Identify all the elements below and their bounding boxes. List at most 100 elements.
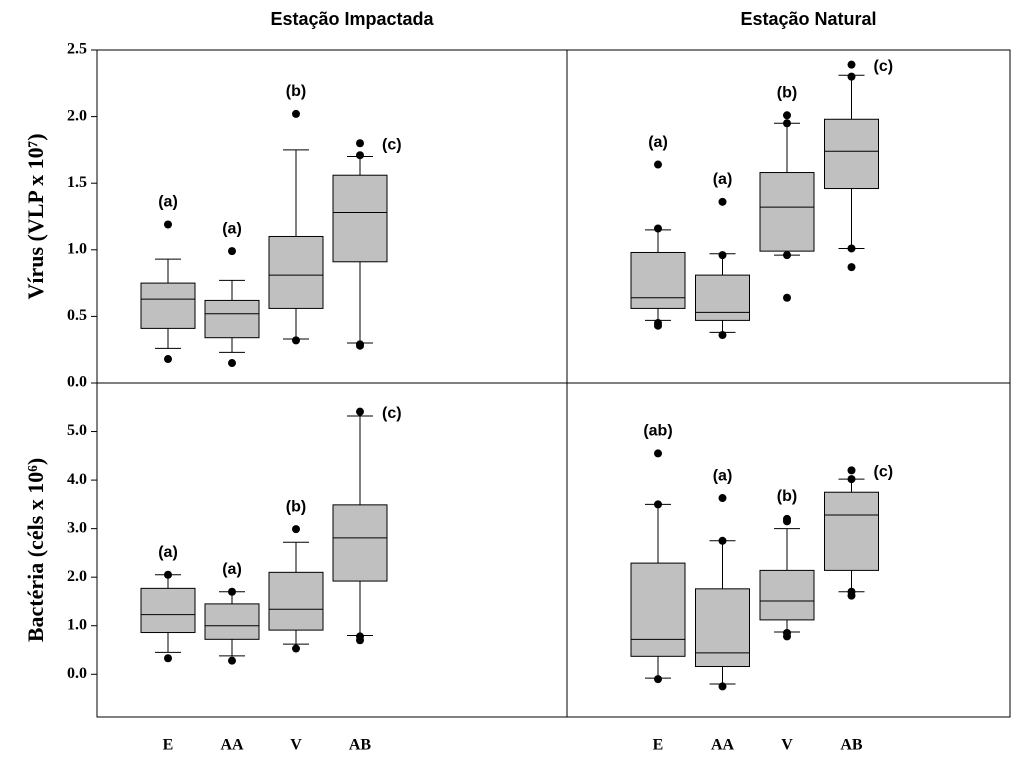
outlier xyxy=(292,525,300,534)
outlier xyxy=(654,160,662,169)
group-letter: (c) xyxy=(874,464,894,481)
outlier xyxy=(228,359,236,368)
panel-frame xyxy=(566,382,1011,718)
outlier xyxy=(783,119,791,128)
box xyxy=(332,174,388,263)
y-tick-label: 2.0 xyxy=(67,568,87,585)
outlier xyxy=(718,331,727,340)
outlier xyxy=(783,293,791,302)
outlier xyxy=(164,355,172,364)
outlier xyxy=(654,321,662,330)
group-letter: (b) xyxy=(286,498,306,515)
outlier xyxy=(228,656,236,665)
box xyxy=(824,491,879,571)
y-tick-label: 0.0 xyxy=(67,665,87,682)
group-letter: (a) xyxy=(713,467,733,484)
box xyxy=(759,569,815,621)
box xyxy=(140,587,196,634)
box xyxy=(824,118,879,190)
outlier xyxy=(228,247,236,256)
box xyxy=(695,588,750,668)
outlier xyxy=(654,449,662,458)
y-tick-label: 2.0 xyxy=(67,107,87,124)
y-tick-label: 0.5 xyxy=(67,307,87,324)
outlier xyxy=(718,251,727,260)
outlier xyxy=(847,466,856,475)
outlier xyxy=(847,244,856,253)
outlier xyxy=(783,251,791,260)
group-letter: (a) xyxy=(222,561,242,578)
x-tick-label: V xyxy=(290,737,302,754)
y-tick-label: 4.0 xyxy=(67,471,87,488)
outlier xyxy=(164,570,172,579)
group-letter: (b) xyxy=(286,83,306,100)
y-axis-label: Vírus (VLP x 10⁷) xyxy=(23,133,48,299)
outlier xyxy=(164,654,172,663)
outlier xyxy=(356,636,364,645)
box xyxy=(759,172,815,252)
y-tick-label: 3.0 xyxy=(67,519,87,536)
outlier xyxy=(292,644,300,653)
y-axis-label: Bactéria (céls x 10⁶) xyxy=(23,458,48,642)
outlier xyxy=(847,263,856,272)
outlier xyxy=(292,336,300,345)
outlier xyxy=(783,111,791,120)
box xyxy=(268,571,324,631)
outlier xyxy=(783,517,791,526)
group-letter: (b) xyxy=(777,84,797,101)
panel-title: Estação Impactada xyxy=(270,9,434,29)
y-tick-label: 1.0 xyxy=(67,616,87,633)
group-letter: (a) xyxy=(222,220,242,237)
x-tick-label: V xyxy=(781,737,793,754)
panel-title: Estação Natural xyxy=(740,9,876,29)
box xyxy=(630,251,686,309)
y-tick-label: 1.5 xyxy=(67,174,87,191)
x-tick-label: E xyxy=(653,737,664,754)
group-letter: (a) xyxy=(158,194,178,211)
group-letter: (a) xyxy=(713,171,733,188)
outlier xyxy=(847,72,856,81)
outlier xyxy=(654,224,662,233)
group-letter: (a) xyxy=(648,134,668,151)
box xyxy=(204,603,260,640)
y-tick-label: 5.0 xyxy=(67,422,87,439)
outlier xyxy=(654,500,662,509)
outlier xyxy=(783,632,791,641)
outlier xyxy=(718,494,727,503)
outlier xyxy=(718,536,727,545)
group-letter: (b) xyxy=(777,488,797,505)
box xyxy=(630,562,686,657)
box xyxy=(140,282,196,329)
box xyxy=(695,274,750,321)
x-tick-label: AA xyxy=(220,737,244,754)
outlier xyxy=(356,341,364,350)
outlier xyxy=(356,139,364,148)
x-tick-label: AA xyxy=(711,737,735,754)
group-letter: (c) xyxy=(382,405,402,422)
outlier xyxy=(356,407,364,416)
outlier xyxy=(292,109,300,118)
y-tick-label: 0.0 xyxy=(67,374,87,391)
outlier xyxy=(847,475,856,484)
group-letter: (c) xyxy=(874,58,894,75)
group-letter: (a) xyxy=(158,544,178,561)
box xyxy=(332,504,388,582)
group-letter: (c) xyxy=(382,136,402,153)
y-tick-label: 1.0 xyxy=(67,240,87,257)
outlier xyxy=(718,682,727,691)
outlier xyxy=(228,587,236,596)
outlier xyxy=(356,151,364,160)
y-tick-label: 2.5 xyxy=(67,41,87,58)
box xyxy=(204,299,260,339)
outlier xyxy=(847,591,856,600)
outlier xyxy=(847,60,856,69)
outlier xyxy=(654,675,662,684)
x-tick-label: AB xyxy=(840,737,863,754)
outlier xyxy=(164,220,172,229)
x-tick-label: E xyxy=(163,737,174,754)
outlier xyxy=(718,197,727,206)
group-letter: (ab) xyxy=(643,423,672,440)
box xyxy=(268,235,324,309)
x-tick-label: AB xyxy=(349,737,372,754)
